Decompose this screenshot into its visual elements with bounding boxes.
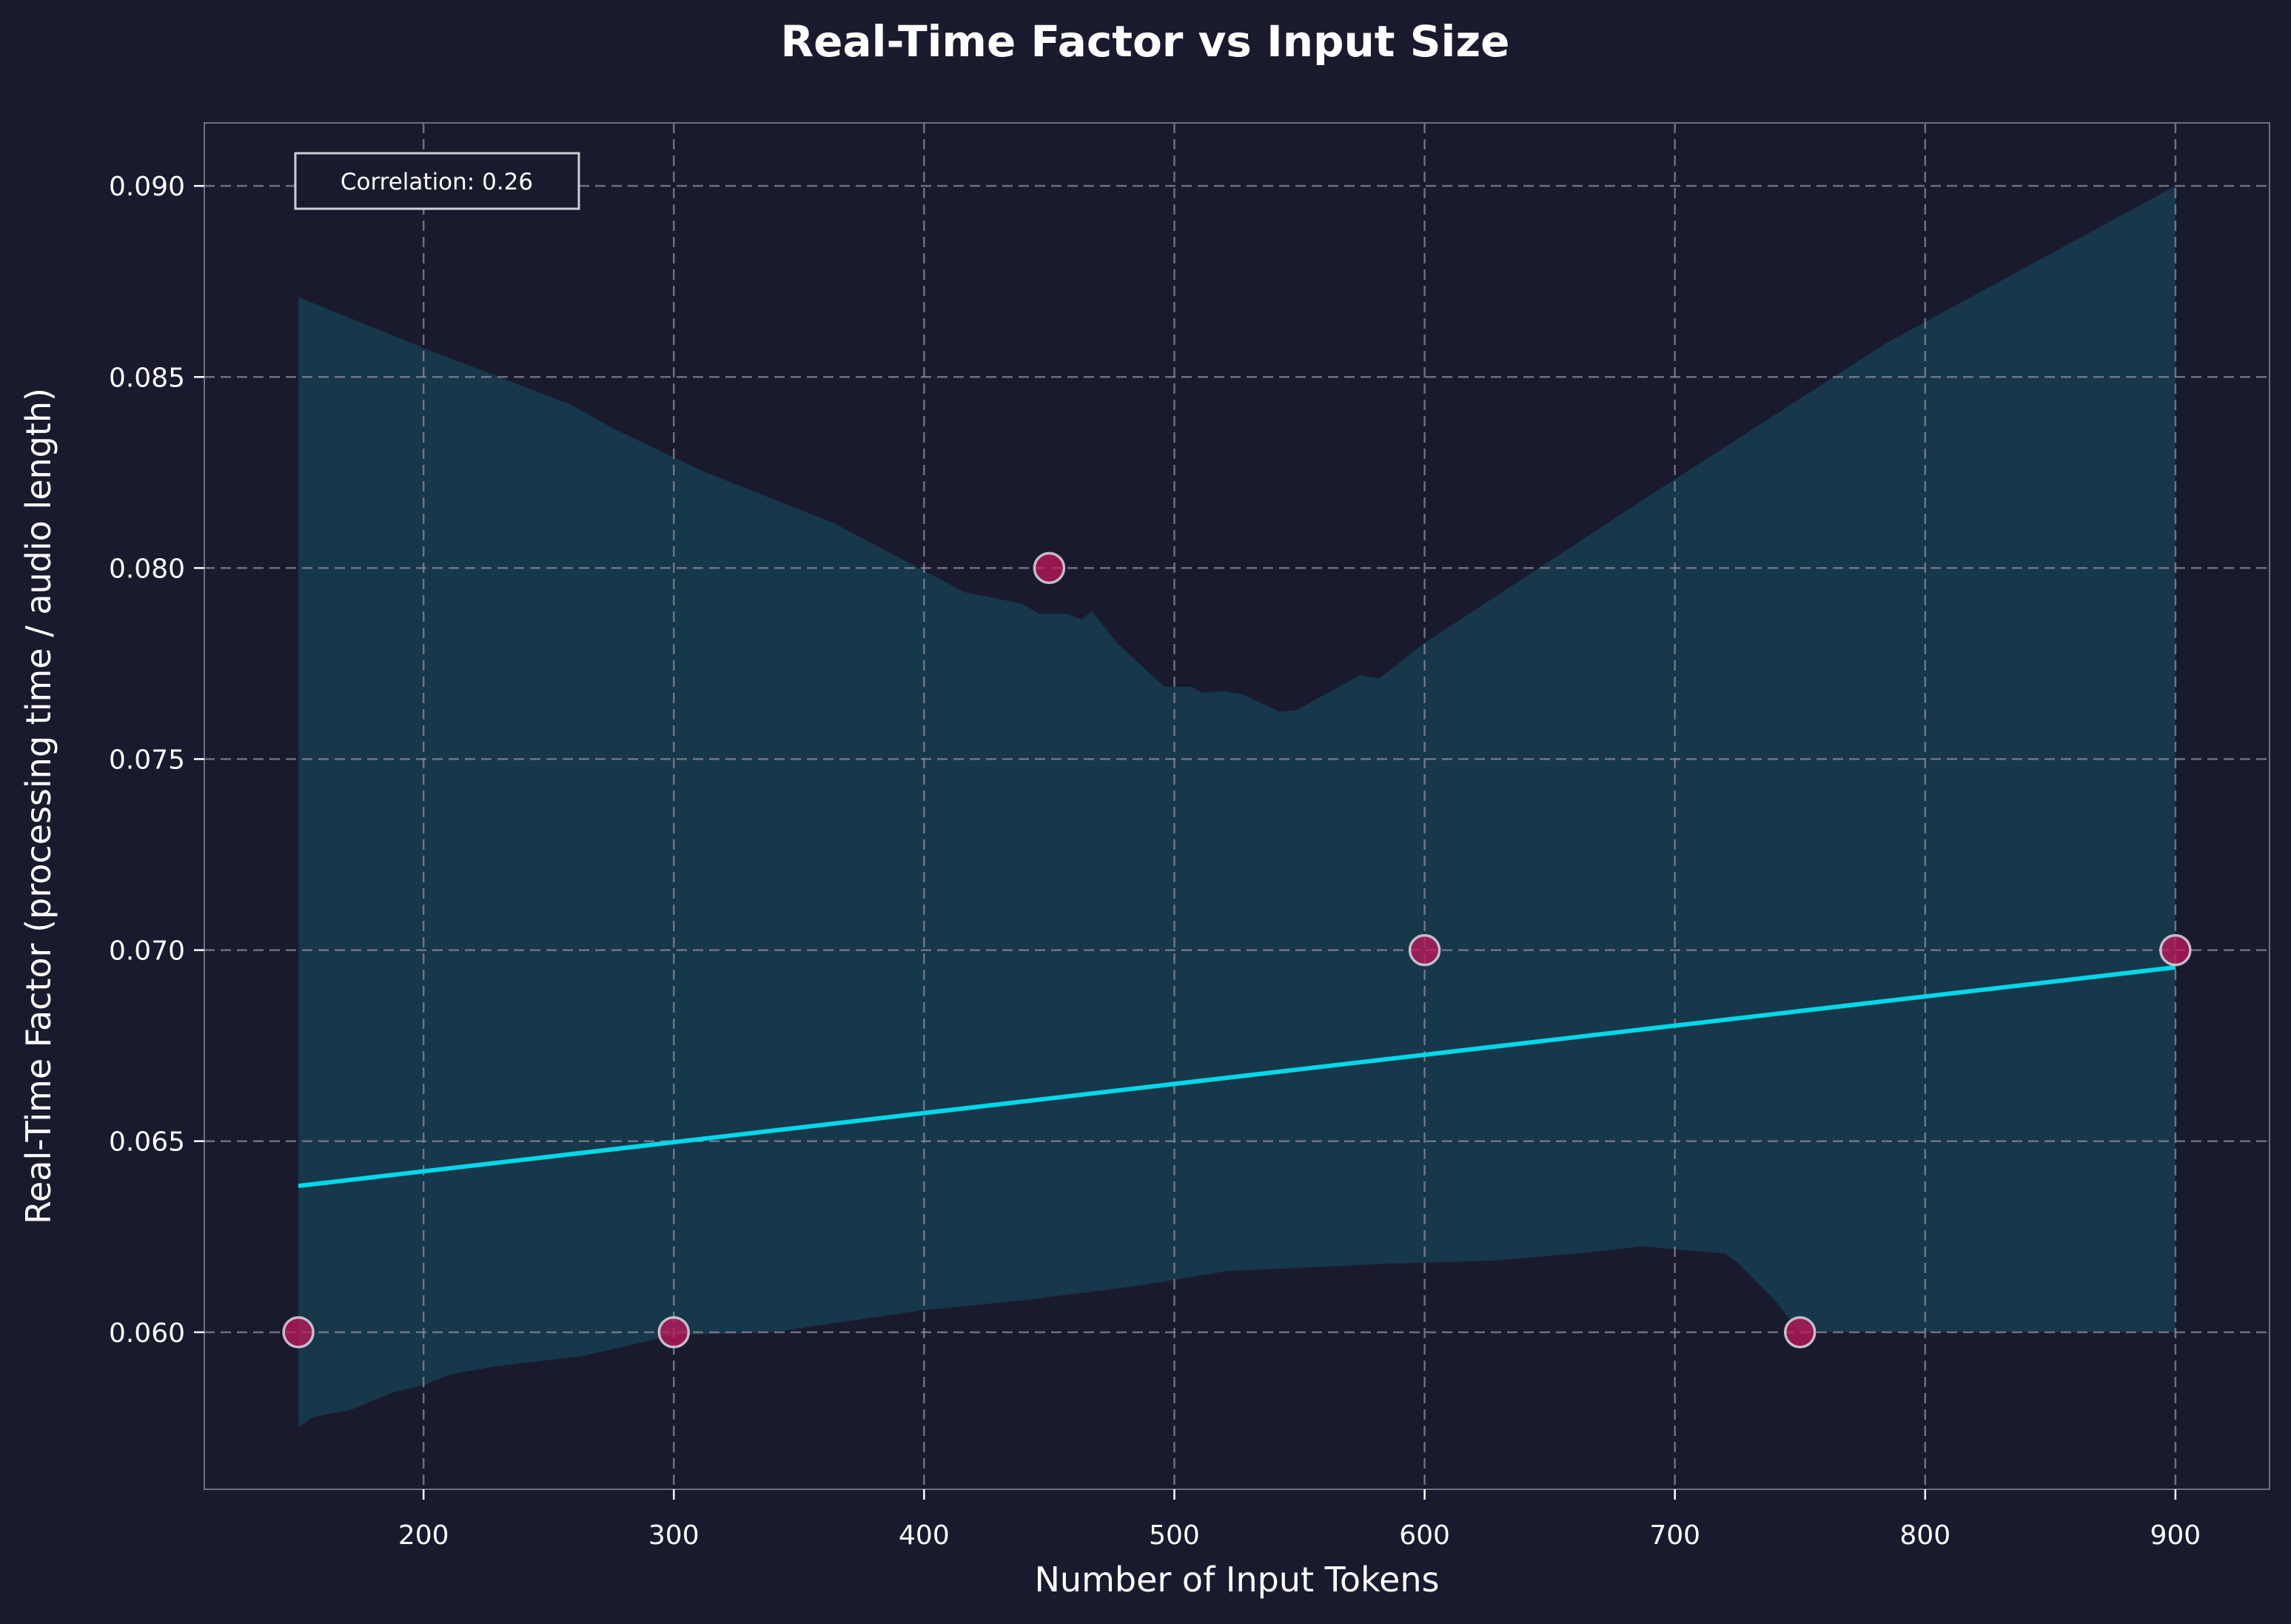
x-tick-label: 900 [2150, 1520, 2201, 1551]
data-point [1408, 933, 1441, 967]
y-tick-label: 0.090 [109, 172, 185, 202]
x-tick-label: 800 [1899, 1520, 1950, 1551]
x-tick-label: 500 [1149, 1520, 1200, 1551]
data-point [1033, 551, 1066, 585]
data-point [1783, 1316, 1817, 1349]
x-axis-label: Number of Input Tokens [1035, 1560, 1440, 1600]
regression-line-layer [298, 964, 2176, 1189]
chart-title: Real-Time Factor vs Input Size [781, 16, 1510, 67]
data-point [282, 1316, 315, 1349]
confidence-band [298, 186, 2176, 1428]
annotation-text: Correlation: 0.26 [341, 169, 533, 195]
annotation-box [294, 152, 580, 210]
y-tick-label: 0.070 [109, 936, 185, 967]
data-point [2159, 933, 2192, 967]
confidence-band-layer [298, 186, 2176, 1428]
x-tick-label: 300 [648, 1520, 700, 1551]
regression-line [298, 964, 2176, 1189]
x-tick-label: 600 [1399, 1520, 1450, 1551]
ticks-layer: 200 300 400 500 600 700 800 900 0.060 0.065 0.070 0… [109, 172, 2201, 1551]
x-tick-label: 200 [398, 1520, 449, 1551]
plot-frame [204, 122, 2270, 1490]
y-tick-label: 0.065 [109, 1127, 185, 1158]
points-layer [282, 551, 2192, 1349]
y-tick-label: 0.060 [109, 1318, 185, 1349]
y-tick-label: 0.080 [109, 554, 185, 584]
x-tick-label: 400 [899, 1520, 950, 1551]
y-tick-label: 0.085 [109, 363, 185, 393]
y-axis-label: Real-Time Factor (processing time / audi… [19, 388, 58, 1224]
x-tick-label: 700 [1649, 1520, 1700, 1551]
correlation-annotation: Correlation: 0.26 [294, 152, 580, 210]
data-point [657, 1316, 691, 1349]
y-tick-label: 0.075 [109, 745, 185, 776]
